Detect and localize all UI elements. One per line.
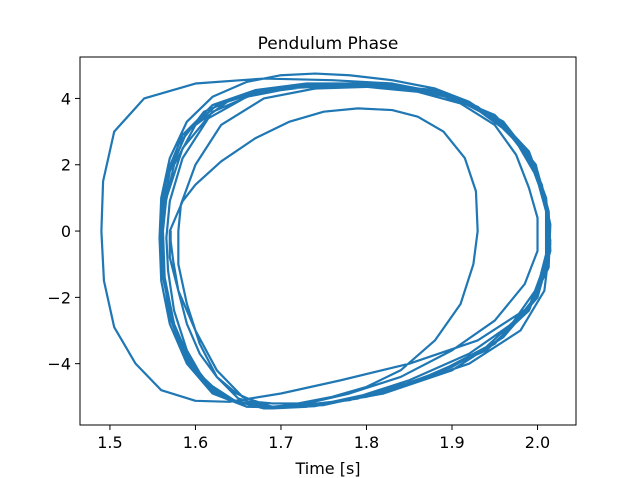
x-tick-label: 1.9 xyxy=(439,433,464,452)
y-tick-label: 4 xyxy=(61,89,71,108)
axes-frame xyxy=(79,56,577,426)
x-axis-label: Time [s] xyxy=(294,459,360,478)
y-tick-label: −2 xyxy=(47,288,71,307)
y-tick-label: 2 xyxy=(61,156,71,175)
y-axis-ticks: −4 −2 0 2 4 xyxy=(47,89,80,374)
x-tick-label: 1.6 xyxy=(183,433,208,452)
phase-trajectory-line xyxy=(100,72,552,410)
y-tick-label: −4 xyxy=(47,355,71,374)
x-tick-label: 1.5 xyxy=(97,433,122,452)
x-tick-label: 1.8 xyxy=(354,433,379,452)
plot-area xyxy=(100,72,552,410)
x-tick-label: 2.0 xyxy=(525,433,550,452)
x-tick-label: 1.7 xyxy=(268,433,293,452)
x-axis-ticks: 1.5 1.6 1.7 1.8 1.9 2.0 xyxy=(97,425,550,452)
chart-title: Pendulum Phase xyxy=(258,34,399,54)
y-tick-label: 0 xyxy=(61,222,71,241)
